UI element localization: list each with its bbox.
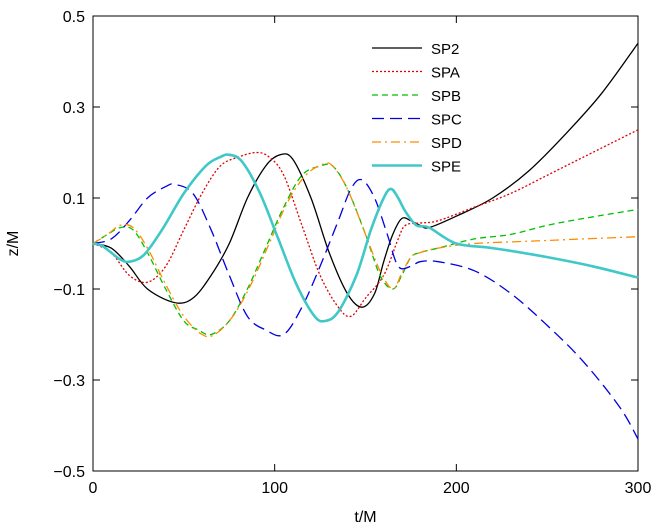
y-tick-label: 0.5 (63, 9, 85, 26)
x-tick-label: 0 (89, 480, 98, 497)
legend-label-spc: SPC (431, 112, 462, 129)
series-line-spe (93, 155, 638, 322)
x-tick-label: 100 (261, 480, 288, 497)
x-tick-label: 200 (443, 480, 470, 497)
series-line-sp2 (93, 43, 638, 307)
y-tick-label: −0.1 (53, 282, 85, 299)
legend-label-spd: SPD (431, 135, 462, 152)
y-axis-title: z/M (5, 231, 22, 257)
legend-label-spe: SPE (431, 159, 461, 176)
y-tick-label: −0.3 (53, 373, 85, 390)
y-tick-label: 0.3 (63, 100, 85, 117)
legend-label-spb: SPB (431, 88, 461, 105)
y-tick-label: 0.1 (63, 191, 85, 208)
x-axis-title: t/M (354, 509, 376, 526)
series-line-spa (93, 130, 638, 317)
y-tick-label: −0.5 (53, 464, 85, 481)
series-line-spc (93, 179, 638, 439)
legend-label-spa: SPA (431, 65, 460, 82)
x-axis-ticks: 0 100 200 300 (89, 16, 652, 497)
y-axis-ticks: −0.5 −0.3 −0.1 0.1 0.3 0.5 (53, 9, 638, 481)
legend: SP2 SPA SPB SPC SPD SPE (372, 41, 462, 176)
legend-label-sp2: SP2 (431, 41, 459, 58)
series-layer (93, 43, 638, 439)
x-tick-label: 300 (625, 480, 652, 497)
